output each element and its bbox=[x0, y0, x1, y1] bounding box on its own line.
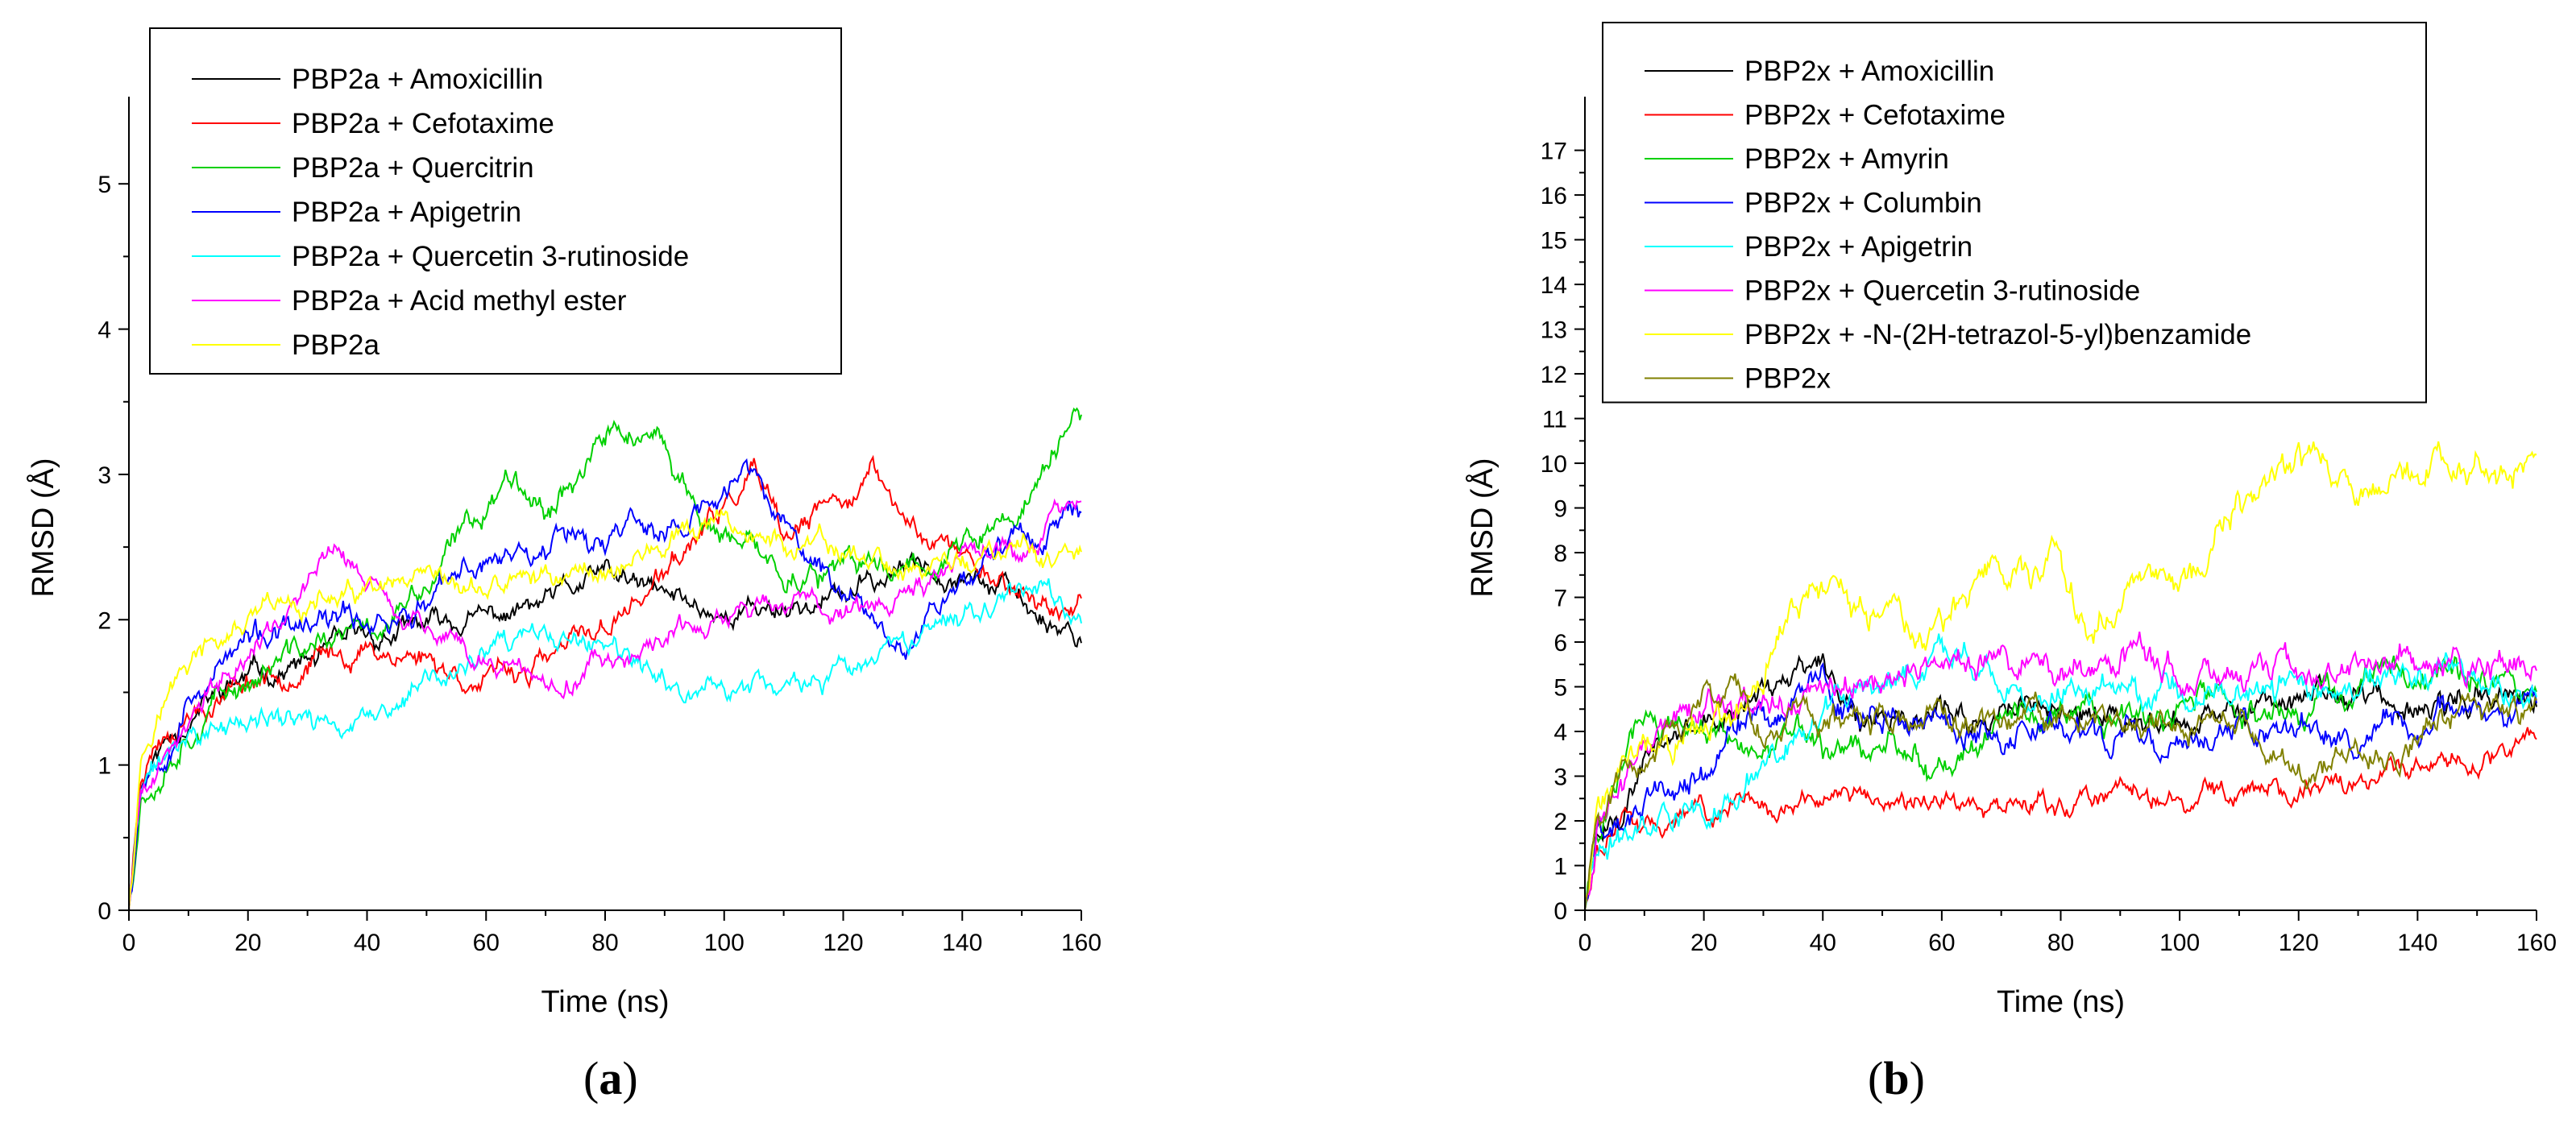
chart-a-series-3 bbox=[128, 458, 1082, 911]
chart-b-ticks: 0 20 40 60 80 100 120 140 1600123456789101112131… bbox=[1541, 139, 2557, 956]
chart-b-legend: PBP2x + Amoxicillin PBP2x + Cefotaxime PBP… bbox=[1602, 22, 2427, 404]
chart-b-x-tick-label: 100 bbox=[2159, 930, 2200, 956]
chart-a-x-tick-label: 40 bbox=[354, 930, 380, 956]
chart-b-x-tick-label: 120 bbox=[2279, 930, 2319, 956]
chart-b-y-tick-label: 11 bbox=[1542, 407, 1567, 433]
chart-a-y-tick-label: 5 bbox=[97, 172, 111, 198]
chart-a-series-6 bbox=[128, 508, 1082, 911]
chart-a-series-5 bbox=[128, 498, 1082, 911]
chart-a-legend-label-4: PBP2a + Quercetin 3-rutinoside bbox=[292, 241, 689, 272]
chart-a-y-tick-label: 1 bbox=[97, 753, 111, 780]
chart-b-series-4 bbox=[1584, 633, 2537, 911]
chart-a-ticks: 0 20 40 60 80 100 120 140 160 0 1 2 3 4 5 bbox=[97, 172, 1101, 956]
chart-a-y-tick-label: 0 bbox=[97, 898, 111, 925]
chart-b-y-tick-label: 5 bbox=[1553, 675, 1567, 702]
chart-b-y-tick-label: 8 bbox=[1553, 541, 1567, 567]
chart-b-y-tick-label: 2 bbox=[1553, 809, 1567, 835]
chart-b-legend-box bbox=[1602, 22, 2427, 404]
chart-b-y-tick-label: 12 bbox=[1541, 362, 1567, 388]
chart-b-series-2 bbox=[1584, 655, 2537, 911]
chart-b-y-tick-label: 4 bbox=[1553, 719, 1567, 746]
chart-b-x-tick-label: 60 bbox=[1928, 930, 1955, 956]
chart-a-legend-label-0: PBP2a + Amoxicillin bbox=[292, 64, 543, 95]
chart-b-series-0 bbox=[1584, 653, 2537, 911]
chart-b-x-tick-label: 160 bbox=[2516, 930, 2557, 956]
chart-b-y-tick-label: 10 bbox=[1541, 451, 1567, 478]
chart-a-series-0 bbox=[128, 551, 1082, 911]
chart-b-series-6 bbox=[1584, 441, 2537, 911]
chart-a-legend-label-5: PBP2a + Acid methyl ester bbox=[292, 285, 627, 317]
chart-b-y-tick-label: 1 bbox=[1553, 854, 1567, 880]
chart-a-x-tick-label: 60 bbox=[473, 930, 500, 956]
chart-a-series-2 bbox=[128, 407, 1082, 911]
chart-a-x-tick-label: 100 bbox=[704, 930, 745, 956]
chart-a-x-tick-label: 120 bbox=[823, 930, 863, 956]
chart-a-legend: PBP2a + Amoxicillin PBP2a + Cefotaxime PBP… bbox=[149, 27, 842, 375]
chart-a-y-tick-label: 4 bbox=[97, 317, 111, 344]
chart-a-x-tick-label: 160 bbox=[1061, 930, 1101, 956]
chart-a-rmsd-pbp2a: 0 20 40 60 80 100 120 140 160 0 1 2 3 4 5 Time (ns) RM… bbox=[25, 27, 1101, 1019]
chart-b-y-tick-label: 3 bbox=[1553, 764, 1567, 791]
chart-b-x-tick-label: 80 bbox=[2047, 930, 2074, 956]
panel-a-letter: a bbox=[599, 1052, 623, 1104]
chart-b-x-tick-label: 0 bbox=[1578, 930, 1592, 956]
chart-a-series-1 bbox=[128, 454, 1082, 911]
chart-b-y-tick-label: 6 bbox=[1553, 630, 1567, 657]
chart-b-series-3 bbox=[1584, 662, 2537, 911]
chart-a-legend-box bbox=[149, 27, 842, 375]
chart-a-legend-label-6: PBP2a bbox=[292, 329, 380, 361]
chart-b-y-tick-label: 0 bbox=[1553, 898, 1567, 925]
chart-b-legend-label-3: PBP2x + Columbin bbox=[1744, 188, 1982, 219]
chart-b-y-tick-label: 14 bbox=[1541, 272, 1567, 299]
chart-b-legend-label-7: PBP2x bbox=[1744, 363, 1831, 395]
chart-b-legend-label-2: PBP2x + Amyrin bbox=[1744, 143, 1949, 175]
chart-b-y-tick-label: 15 bbox=[1541, 228, 1567, 255]
chart-b-legend-label-6: PBP2x + -N-(2H-tetrazol-5-yl)benzamide bbox=[1744, 319, 2251, 350]
chart-b-y-tick-label: 16 bbox=[1541, 183, 1567, 209]
chart-a-series-4 bbox=[128, 578, 1082, 911]
chart-b-rmsd-pbp2x: 0 20 40 60 80 100 120 140 1600123456789101112131… bbox=[1464, 22, 2557, 1019]
chart-b-x-axis-title: Time (ns) bbox=[1997, 985, 2125, 1019]
chart-a-y-axis-title: RMSD (Å) bbox=[25, 458, 60, 597]
chart-a-x-tick-label: 80 bbox=[591, 930, 618, 956]
chart-b-y-tick-label: 13 bbox=[1541, 317, 1567, 344]
chart-b-series-1 bbox=[1584, 727, 2537, 911]
chart-a-x-tick-label: 20 bbox=[234, 930, 261, 956]
panel-a-caption: (a) bbox=[583, 1052, 638, 1104]
chart-a-series-layer bbox=[128, 407, 1082, 911]
chart-a-legend-label-2: PBP2a + Quercitrin bbox=[292, 152, 534, 184]
chart-b-series-layer bbox=[1584, 441, 2537, 911]
chart-a-y-tick-label: 3 bbox=[97, 462, 111, 489]
chart-a-x-axis-title: Time (ns) bbox=[541, 985, 669, 1019]
chart-b-x-tick-label: 40 bbox=[1810, 930, 1836, 956]
chart-b-y-tick-label: 17 bbox=[1541, 139, 1567, 165]
chart-a-y-tick-label: 2 bbox=[97, 607, 111, 634]
chart-a-x-tick-label: 140 bbox=[942, 930, 982, 956]
chart-b-x-tick-label: 20 bbox=[1690, 930, 1717, 956]
chart-b-legend-label-5: PBP2x + Quercetin 3-rutinoside bbox=[1744, 276, 2140, 307]
chart-a-legend-label-1: PBP2a + Cefotaxime bbox=[292, 108, 554, 139]
chart-b-series-7 bbox=[1584, 673, 2537, 911]
chart-b-legend-label-4: PBP2x + Apigetrin bbox=[1744, 231, 1972, 263]
chart-b-y-axis-title: RMSD (Å) bbox=[1464, 458, 1500, 597]
panel-b-letter: b bbox=[1883, 1052, 1910, 1104]
chart-a-legend-label-3: PBP2a + Apigetrin bbox=[292, 197, 521, 228]
chart-b-legend-label-1: PBP2x + Cefotaxime bbox=[1744, 100, 2006, 131]
chart-a-x-tick-label: 0 bbox=[122, 930, 136, 956]
chart-b-y-tick-label: 9 bbox=[1553, 496, 1567, 523]
chart-b-x-tick-label: 140 bbox=[2397, 930, 2437, 956]
chart-b-y-tick-label: 7 bbox=[1553, 586, 1567, 612]
panel-b-caption: (b) bbox=[1868, 1052, 1925, 1104]
chart-b-legend-label-0: PBP2x + Amoxicillin bbox=[1744, 56, 1994, 87]
